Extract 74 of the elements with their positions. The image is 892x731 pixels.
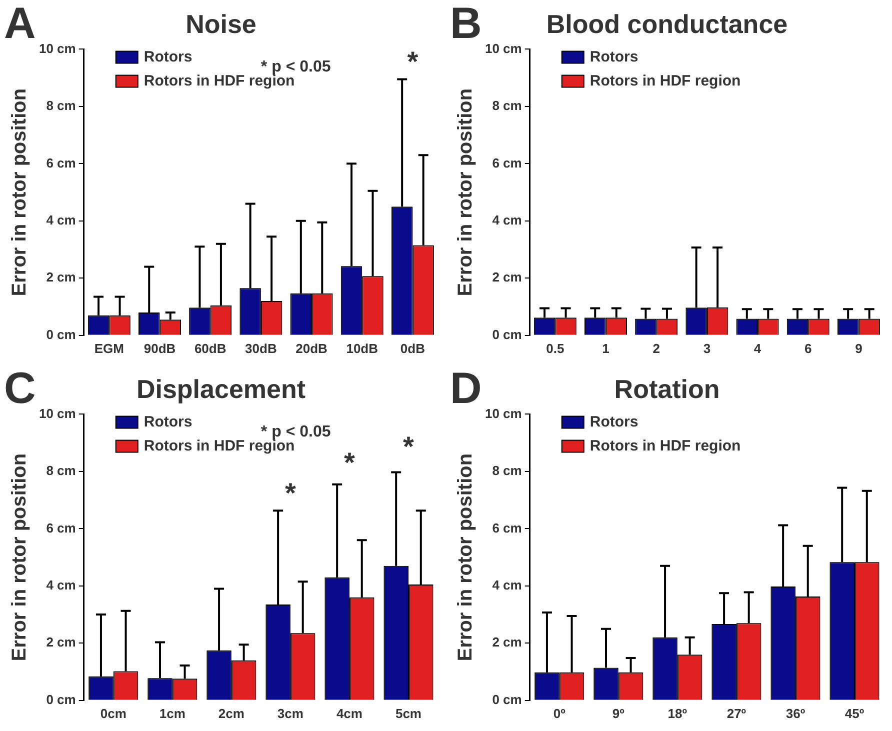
- chart-title: Blood conductance: [546, 8, 788, 39]
- y-tick-label: 6 cm: [46, 520, 76, 536]
- annotation: *: [407, 46, 418, 77]
- chart-title: Displacement: [136, 374, 306, 404]
- x-tick-label: 1cm: [159, 706, 186, 721]
- x-tick-label: 18º: [668, 706, 688, 721]
- y-tick-label: 10 cm: [484, 40, 522, 56]
- y-tick-label: 0 cm: [492, 326, 522, 342]
- y-tick-label: 6 cm: [492, 155, 522, 170]
- legend-label: Rotors: [144, 413, 192, 430]
- y-tick-label: 8 cm: [492, 98, 522, 114]
- x-tick-label: 0.5: [546, 340, 564, 356]
- text: D: [450, 364, 482, 414]
- y-tick-label: 6 cm: [46, 155, 76, 170]
- x-tick-label: 60dB: [194, 340, 226, 356]
- y-tick-label: 8 cm: [492, 463, 522, 478]
- x-tick-label: 4cm: [336, 706, 362, 721]
- x-tick-label: 36º: [786, 706, 806, 721]
- y-axis-title: Error in rotor position: [8, 453, 31, 662]
- x-tick-label: 27º: [726, 706, 746, 721]
- y-tick-label: 4 cm: [46, 578, 76, 592]
- y-axis-title: Error in rotor position: [454, 88, 477, 296]
- y-tick-label: 8 cm: [46, 98, 76, 114]
- x-tick-label: 5cm: [395, 706, 422, 721]
- chart-title: Noise: [186, 8, 256, 39]
- y-tick-label: 2 cm: [492, 634, 522, 650]
- x-tick-label: 1: [602, 340, 610, 356]
- text: C: [4, 364, 36, 414]
- x-tick-label: 3cm: [277, 706, 304, 721]
- x-tick-label: 9º: [612, 706, 625, 721]
- annotation: *: [344, 447, 356, 478]
- y-tick-label: 2 cm: [46, 270, 76, 285]
- x-tick-label: 6: [804, 340, 812, 356]
- x-tick-label: 9: [855, 340, 862, 356]
- y-tick-label: 4 cm: [46, 212, 76, 228]
- y-tick-label: 10 cm: [484, 406, 522, 421]
- text: B: [450, 0, 482, 48]
- y-tick-label: 6 cm: [492, 520, 522, 536]
- text: A: [4, 0, 36, 48]
- chart-title: Rotation: [614, 374, 720, 404]
- y-tick-label: 0 cm: [492, 692, 522, 707]
- x-tick-label: 0cm: [100, 706, 126, 721]
- x-tick-label: 90dB: [144, 340, 176, 356]
- annotation: * p < 0.05: [260, 58, 331, 76]
- x-tick-label: 0dB: [400, 340, 425, 356]
- legend-label: Rotors: [590, 413, 638, 430]
- annotation: * p < 0.05: [260, 424, 331, 441]
- legend-label: Rotors in HDF region: [590, 72, 741, 90]
- y-tick-label: 10 cm: [38, 406, 76, 421]
- x-tick-label: 2cm: [218, 706, 244, 721]
- legend-label: Rotors: [590, 48, 638, 66]
- annotation: *: [403, 431, 414, 462]
- y-tick-label: 8 cm: [46, 463, 76, 478]
- y-tick-label: 10 cm: [38, 40, 76, 56]
- x-tick-label: 10dB: [346, 340, 378, 356]
- x-tick-label: 30dB: [245, 340, 277, 356]
- annotation: *: [284, 477, 296, 508]
- x-tick-label: 3: [703, 340, 711, 356]
- x-tick-label: 2: [652, 340, 660, 356]
- y-tick-label: 2 cm: [46, 634, 76, 650]
- legend-label: Rotors in HDF region: [590, 437, 741, 454]
- y-tick-label: 4 cm: [492, 578, 522, 592]
- y-tick-label: 0 cm: [46, 692, 76, 707]
- y-axis-title: Error in rotor position: [8, 88, 31, 296]
- y-axis-title: Error in rotor position: [454, 453, 477, 662]
- y-tick-label: 2 cm: [492, 270, 522, 285]
- y-tick-label: 4 cm: [492, 212, 522, 228]
- x-tick-label: 4: [754, 340, 762, 356]
- y-tick-label: 0 cm: [46, 326, 76, 342]
- x-tick-label: 20dB: [296, 340, 328, 356]
- x-tick-label: 0º: [553, 706, 566, 721]
- x-tick-label: 45º: [844, 706, 864, 721]
- legend-label: Rotors: [144, 48, 192, 66]
- x-tick-label: EGM: [94, 340, 124, 356]
